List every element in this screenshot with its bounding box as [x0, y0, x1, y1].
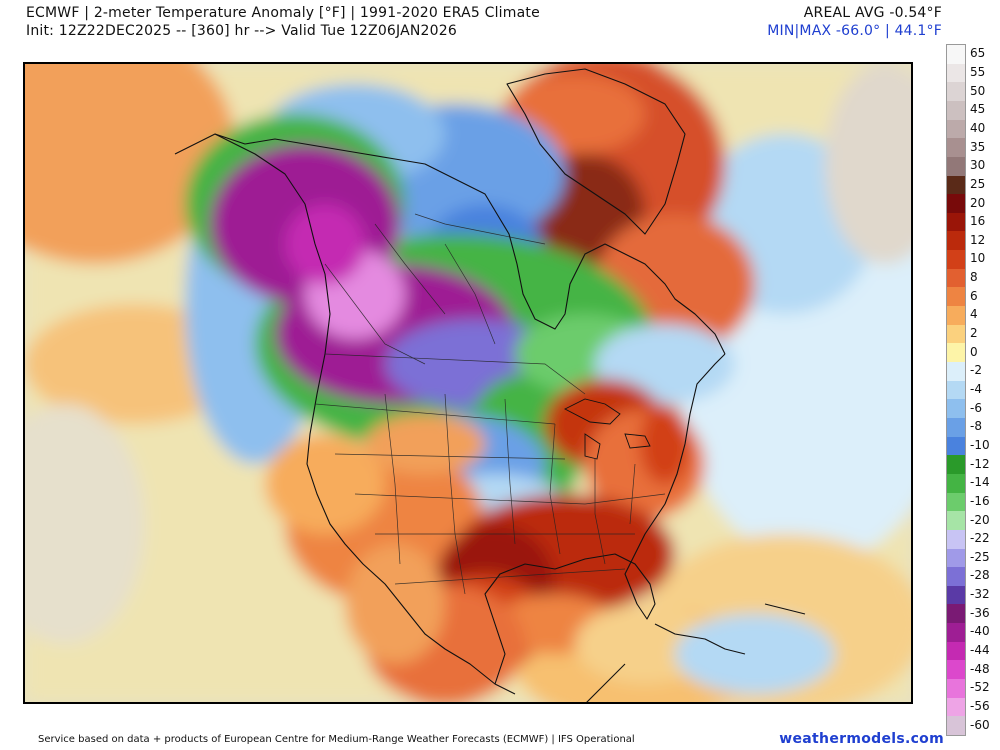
colorbar-segment — [947, 119, 965, 139]
colorbar-label: 35 — [970, 139, 986, 154]
colorbar-segment — [947, 250, 965, 270]
colorbar-label: 4 — [970, 307, 978, 322]
colorbar-segment — [947, 623, 965, 643]
colorbar-segment — [947, 417, 965, 438]
colorbar-segment — [947, 455, 965, 475]
colorbar-segment — [947, 548, 965, 568]
colorbar-label: 40 — [970, 120, 986, 135]
colorbar-segment — [947, 436, 965, 456]
colorbar-label: -40 — [970, 624, 990, 639]
colorbar-segment — [947, 63, 965, 83]
colorbar-segment — [947, 473, 965, 494]
colorbar-segment — [947, 45, 965, 65]
colorbar-segment — [947, 306, 965, 326]
colorbar-segment — [947, 492, 965, 512]
colorbar-segment — [947, 194, 965, 214]
colorbar-label: -32 — [970, 587, 990, 602]
colorbar-label: 2 — [970, 326, 978, 341]
colorbar-label: -6 — [970, 400, 982, 415]
areal-average: AREAL AVG -0.54°F — [803, 5, 942, 21]
colorbar-segment — [947, 175, 965, 195]
data-credit: Service based on data + products of Euro… — [38, 734, 635, 745]
anomaly-field — [25, 64, 911, 702]
colorbar-label: -4 — [970, 382, 982, 396]
colorbar-label: -8 — [970, 419, 982, 434]
colorbar-segment — [947, 82, 965, 102]
colorbar-segment — [947, 343, 965, 363]
colorbar-label: -56 — [970, 699, 990, 714]
colorbar-label: -28 — [970, 568, 990, 583]
colorbar-segment — [947, 399, 965, 419]
colorbar-label: 30 — [970, 158, 986, 173]
colorbar-segment — [947, 212, 965, 232]
colorbar-label: -36 — [970, 605, 990, 620]
political-boundaries — [314, 213, 666, 595]
colorbar-label: -16 — [970, 493, 990, 508]
temperature-anomaly-colorbar — [946, 44, 966, 736]
colorbar-segment — [947, 604, 965, 624]
colorbar-label: 16 — [970, 214, 986, 229]
website-link[interactable]: weathermodels.com — [779, 731, 944, 747]
colorbar-segment — [947, 660, 965, 680]
colorbar-label: 6 — [970, 288, 978, 303]
coastlines — [174, 68, 806, 702]
colorbar-segment — [947, 529, 965, 549]
colorbar-segment — [947, 156, 965, 177]
colorbar-label: -60 — [970, 717, 990, 732]
colorbar-label: -25 — [970, 549, 990, 564]
colorbar-segment — [947, 380, 965, 400]
colorbar-label: -52 — [970, 680, 990, 695]
colorbar-segment — [947, 138, 965, 158]
colorbar-label: -14 — [970, 475, 990, 490]
min-max-values: MIN|MAX -66.0° | 44.1°F — [767, 23, 942, 39]
map-title: ECMWF | 2-meter Temperature Anomaly [°F]… — [26, 5, 540, 21]
map-subtitle-valid-time: Init: 12Z22DEC2025 -- [360] hr --> Valid… — [26, 23, 457, 39]
colorbar-segment — [947, 324, 965, 344]
colorbar-segment — [947, 362, 965, 382]
anomaly-map-canvas — [25, 64, 911, 702]
colorbar-segment — [947, 585, 965, 605]
colorbar-label: 10 — [970, 251, 986, 266]
colorbar-label: 65 — [970, 46, 986, 61]
colorbar-label: 20 — [970, 195, 986, 210]
colorbar-label: 25 — [970, 176, 986, 191]
colorbar-segment — [947, 679, 965, 699]
colorbar-label: -44 — [970, 643, 990, 658]
colorbar-segment — [947, 697, 965, 717]
colorbar-segment — [947, 231, 965, 251]
colorbar-segment — [947, 511, 965, 531]
colorbar-label: 45 — [970, 102, 986, 117]
colorbar-label: 8 — [970, 270, 978, 285]
colorbar-label: 55 — [970, 64, 986, 79]
colorbar-segment — [947, 100, 965, 121]
colorbar-label: -12 — [970, 456, 990, 471]
colorbar-label: -22 — [970, 531, 990, 546]
colorbar-label: -2 — [970, 363, 982, 378]
pacific-warm-anomaly — [25, 64, 235, 264]
colorbar-label: 12 — [970, 232, 986, 247]
colorbar-label: -20 — [970, 512, 990, 527]
colorbar-segment — [947, 268, 965, 288]
colorbar-label: 50 — [970, 83, 986, 98]
colorbar-segment — [947, 287, 965, 307]
colorbar-label: -48 — [970, 661, 990, 676]
anomaly-map — [23, 62, 913, 704]
colorbar-segment — [947, 641, 965, 661]
colorbar-label: 0 — [970, 344, 978, 359]
colorbar-label: -10 — [970, 437, 990, 452]
great-lakes — [564, 398, 651, 460]
colorbar-segment — [947, 567, 965, 587]
colorbar-segment — [947, 716, 965, 736]
